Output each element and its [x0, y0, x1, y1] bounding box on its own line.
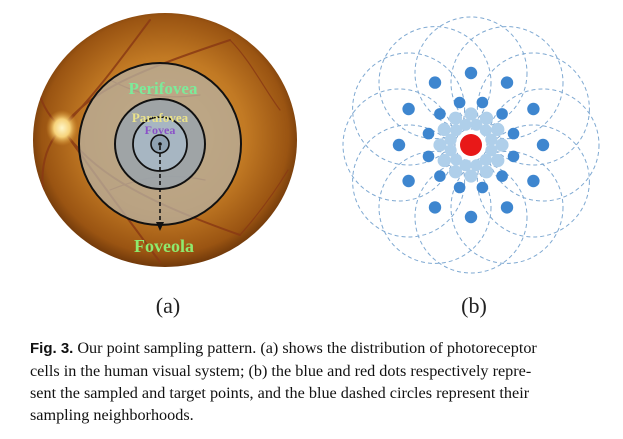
panel-b: (b)	[342, 16, 600, 318]
sample-point	[485, 133, 498, 146]
label-fovea: Fovea	[145, 123, 176, 137]
sample-point	[479, 124, 492, 137]
caption-figure-label: Fig. 3.	[30, 340, 74, 357]
sample-point	[428, 201, 442, 214]
neighborhood-circle	[476, 124, 590, 238]
sample-point	[476, 96, 489, 109]
sample-point	[422, 127, 435, 140]
sample-point	[536, 138, 550, 152]
label-foveola: Foveola	[134, 236, 194, 256]
sample-point	[448, 111, 463, 125]
sample-point	[479, 165, 494, 179]
sample-point	[527, 174, 540, 188]
panel-b-label: (b)	[461, 293, 487, 318]
neighborhood-circle	[352, 124, 466, 238]
neighborhood-circles	[342, 16, 600, 274]
caption-line-4: sampling neighborhoods.	[30, 406, 194, 424]
sample-point	[450, 153, 463, 166]
sample-point	[448, 165, 463, 179]
panel-a-label: (a)	[156, 293, 180, 318]
neighborhood-circle	[342, 88, 456, 202]
sample-point	[464, 210, 478, 224]
figure-3: Perifovea Parafovea Fovea Foveola (a) (b…	[33, 13, 600, 318]
sample-point	[428, 76, 442, 89]
sample-point	[491, 153, 505, 168]
sample-point	[496, 170, 508, 182]
caption-line-3: sent the sampled and target points, and …	[30, 384, 530, 402]
sample-point	[450, 124, 463, 137]
panel-a: Perifovea Parafovea Fovea Foveola (a)	[33, 13, 297, 318]
sample-point	[444, 133, 457, 146]
sample-point	[422, 150, 435, 163]
sample-point	[434, 170, 446, 182]
optic-disc	[46, 110, 78, 146]
neighborhood-circle	[352, 52, 466, 166]
sample-point	[402, 174, 415, 188]
sample-point	[476, 181, 489, 194]
sample-point	[464, 107, 478, 121]
sample-point	[479, 153, 492, 166]
sample-point	[437, 122, 451, 137]
neighborhood-circle	[378, 26, 492, 140]
sample-point	[485, 144, 498, 157]
sample-point	[500, 201, 514, 214]
sample-point	[495, 138, 509, 152]
sample-point	[453, 181, 466, 194]
sample-point	[433, 138, 447, 152]
sample-point	[500, 76, 514, 89]
sample-point	[459, 118, 472, 131]
sample-point	[453, 96, 466, 109]
neighborhood-circle	[414, 16, 528, 130]
neighborhood-circle	[414, 160, 528, 274]
sample-point	[496, 108, 508, 120]
sample-point	[464, 66, 478, 80]
fovea-center-dot	[158, 142, 162, 146]
sample-point	[434, 108, 446, 120]
sample-dots	[392, 66, 550, 224]
neighborhood-circle	[378, 150, 492, 264]
sample-point	[459, 159, 472, 172]
sample-point	[491, 122, 505, 137]
neighborhood-circle	[450, 26, 564, 140]
sample-point	[392, 138, 406, 152]
neighborhood-circle	[476, 52, 590, 166]
caption-line-2: cells in the human visual system; (b) th…	[30, 362, 532, 380]
caption-line-1-text: Our point sampling pattern. (a) shows th…	[77, 339, 537, 357]
neighborhood-circle	[486, 88, 600, 202]
sample-point	[444, 144, 457, 157]
figure-caption: Fig. 3. Our point sampling pattern. (a) s…	[30, 337, 598, 426]
sample-point	[527, 102, 540, 116]
label-perifovea: Perifovea	[129, 79, 198, 98]
neighborhood-circle	[450, 150, 564, 264]
sample-point	[470, 159, 483, 172]
target-point	[460, 134, 482, 156]
sample-point	[470, 118, 483, 131]
caption-line-1: Fig. 3. Our point sampling pattern. (a) s…	[30, 337, 598, 360]
sample-point	[464, 169, 478, 183]
arrow-head-icon	[156, 222, 164, 231]
sample-point	[402, 102, 415, 116]
sample-point	[507, 127, 520, 140]
sample-point	[507, 150, 520, 163]
label-parafovea: Parafovea	[132, 110, 189, 125]
sample-point	[437, 153, 451, 168]
sample-point	[479, 111, 494, 125]
